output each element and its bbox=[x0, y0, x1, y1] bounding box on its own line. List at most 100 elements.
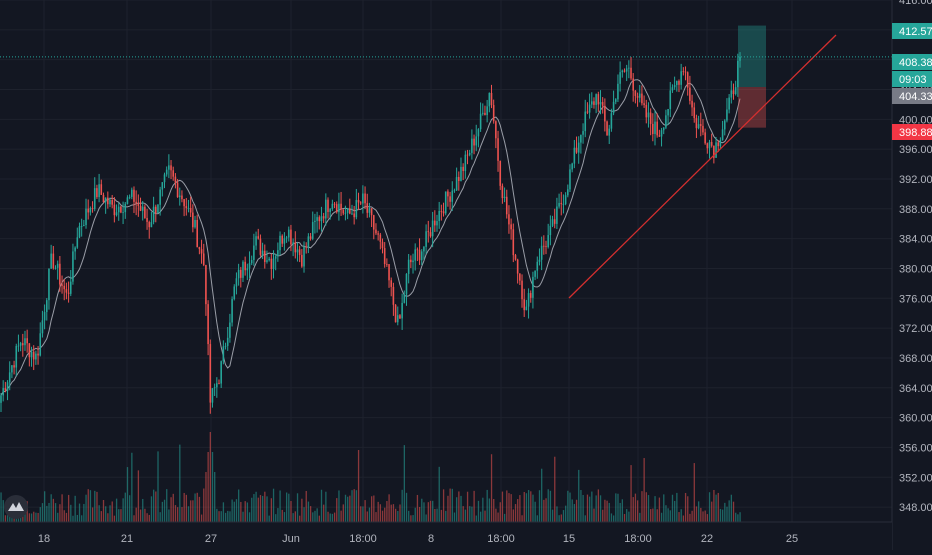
candle-body bbox=[730, 90, 733, 98]
candles bbox=[0, 52, 741, 414]
volume-bar bbox=[259, 495, 262, 522]
volume-bar bbox=[514, 504, 517, 522]
candle-body bbox=[601, 101, 604, 106]
candle-body bbox=[85, 208, 87, 226]
volume-bar bbox=[695, 506, 698, 522]
candle-body bbox=[392, 286, 395, 305]
volume-bar bbox=[122, 498, 124, 522]
volume-bar bbox=[270, 498, 273, 522]
volume-bar bbox=[377, 501, 379, 522]
price-labels: 412.57 408.38 09:03 404.33 398.88 bbox=[892, 23, 932, 140]
candle-body bbox=[366, 203, 369, 213]
volume-bar bbox=[360, 506, 362, 522]
volume-bar bbox=[724, 502, 726, 522]
volume-bar bbox=[708, 492, 711, 522]
volume-bar bbox=[87, 489, 89, 522]
volume-bar bbox=[634, 493, 637, 522]
volume-bar bbox=[279, 490, 281, 522]
candle-body bbox=[721, 129, 724, 140]
candle-body bbox=[499, 160, 502, 186]
candle-body bbox=[375, 229, 377, 234]
volume-bar bbox=[728, 500, 730, 522]
time-axis[interactable]: 18 21 27 Jun 18:00 8 18:00 15 18:00 22 25 bbox=[0, 521, 892, 550]
candle-body bbox=[717, 142, 720, 147]
volume-bar bbox=[525, 493, 528, 522]
volume-bar bbox=[497, 512, 499, 522]
candle-body bbox=[6, 382, 9, 391]
volume-bar bbox=[560, 514, 562, 522]
candle-body bbox=[91, 208, 94, 209]
volume-bar bbox=[146, 513, 148, 522]
volume-bar bbox=[109, 505, 111, 522]
candle-body bbox=[416, 249, 419, 251]
tradingview-logo-icon[interactable] bbox=[4, 495, 28, 519]
price-tick-label: 356.00 bbox=[899, 442, 932, 454]
candle-body bbox=[279, 235, 281, 251]
volume-bar bbox=[379, 504, 382, 522]
candle-body bbox=[117, 206, 120, 213]
volume-bar bbox=[508, 493, 510, 522]
candle-body bbox=[381, 241, 384, 249]
candle-body bbox=[462, 166, 464, 172]
candle-body bbox=[102, 194, 105, 203]
volume-bar bbox=[381, 510, 384, 522]
volume-bar bbox=[89, 490, 92, 522]
candle-body bbox=[163, 174, 166, 183]
candle-body bbox=[399, 315, 401, 319]
candle-body bbox=[501, 185, 504, 199]
candle-body bbox=[606, 121, 608, 136]
candle-body bbox=[532, 276, 534, 298]
volume-bar bbox=[436, 508, 438, 522]
volume-bar bbox=[59, 504, 61, 522]
volume-bar bbox=[689, 513, 691, 522]
candle-body bbox=[211, 388, 214, 403]
candle-body bbox=[477, 129, 480, 137]
candle-body bbox=[235, 278, 238, 287]
candle-body bbox=[567, 189, 569, 196]
volume-bar bbox=[81, 515, 83, 522]
candle-body bbox=[623, 70, 626, 72]
volume-bar bbox=[617, 493, 619, 522]
stop-zone bbox=[738, 87, 766, 128]
volume-bar bbox=[218, 511, 220, 522]
volume-bar bbox=[527, 490, 530, 522]
candle-body bbox=[641, 93, 643, 104]
volume-bar bbox=[266, 496, 268, 522]
volume-bar bbox=[416, 494, 419, 522]
volume-bar bbox=[589, 496, 591, 522]
volume-bar bbox=[296, 493, 299, 522]
candle-body bbox=[165, 169, 168, 175]
volume-bar bbox=[460, 495, 462, 522]
price-label-countdown: 09:03 bbox=[899, 74, 927, 86]
candle-body bbox=[237, 269, 240, 279]
candle-body bbox=[2, 388, 4, 396]
candle-body bbox=[503, 196, 506, 199]
candle-body bbox=[484, 112, 486, 116]
candle-body bbox=[519, 273, 521, 281]
price-tick-label: 384.00 bbox=[899, 234, 932, 246]
candle-body bbox=[665, 115, 667, 128]
candle-body bbox=[431, 220, 434, 237]
candle-body bbox=[327, 199, 329, 212]
volume-bar bbox=[168, 509, 170, 522]
candle-body bbox=[466, 154, 469, 156]
candle-body bbox=[113, 204, 116, 216]
candle-body bbox=[325, 199, 327, 219]
candle-body bbox=[481, 112, 484, 114]
volume-bar bbox=[702, 511, 704, 522]
volume-bar bbox=[325, 491, 327, 522]
candle-body bbox=[351, 213, 353, 215]
candle-body bbox=[67, 292, 70, 294]
trend-line[interactable] bbox=[568, 34, 837, 299]
volume-bar bbox=[410, 515, 412, 522]
candle-body bbox=[372, 215, 375, 230]
volume-bar bbox=[22, 514, 24, 522]
volume-bar bbox=[368, 507, 371, 522]
volume-bar bbox=[547, 489, 549, 522]
volume-bar bbox=[632, 497, 634, 522]
candle-body bbox=[442, 211, 445, 214]
volume-bar bbox=[198, 496, 201, 522]
candle-body bbox=[612, 101, 615, 114]
volume-bar bbox=[401, 489, 403, 522]
volume-bar bbox=[277, 508, 279, 522]
